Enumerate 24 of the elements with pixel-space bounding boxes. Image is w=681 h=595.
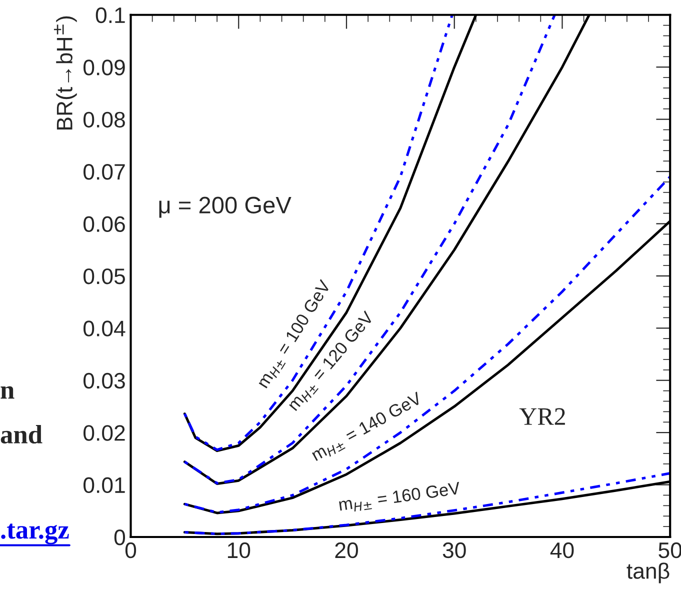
y-axis-title: BR(t→bH$^{±}$) [54, 16, 77, 130]
annotation: μ = 200 GeV [159, 196, 292, 218]
y-tick-label: 0.1 [96, 7, 125, 24]
y-tick-label: 0.09 [84, 60, 125, 76]
text: and [0, 424, 42, 444]
y-tick-label: 0.08 [84, 112, 125, 128]
y-tick-label: 0 [114, 530, 126, 546]
y-tick-label: 0.06 [84, 216, 125, 232]
y-tick-label: 0.04 [84, 320, 126, 336]
y-tick-label: 0.01 [84, 477, 125, 494]
y-tick-label: 0.03 [84, 372, 125, 389]
text: .tar.gz [1, 524, 69, 544]
x-tick-label: 20 [335, 542, 358, 558]
text: n [0, 386, 14, 399]
y-tick-label: 0.02 [84, 425, 125, 441]
annotation: YR2 [519, 408, 565, 425]
x-axis-title: tanβ [626, 562, 670, 584]
y-tick-label: 0.07 [84, 164, 125, 180]
x-tick-label: 0 [125, 542, 136, 558]
x-tick-label: 10 [228, 542, 250, 558]
annotation: m$_{H±}$ = 160 GeV [338, 482, 462, 514]
y-tick-label: 0.05 [84, 268, 125, 284]
x-tick-label: 30 [442, 542, 466, 558]
x-tick-label: 40 [550, 542, 574, 558]
